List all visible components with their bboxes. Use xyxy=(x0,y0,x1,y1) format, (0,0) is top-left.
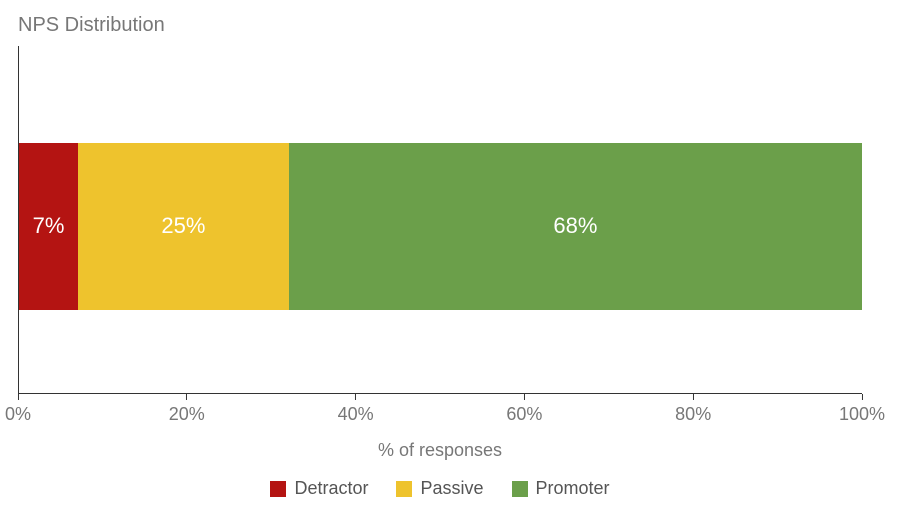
x-tick-label: 60% xyxy=(506,404,542,425)
nps-chart: NPS Distribution 7% 25% 68% 0% 20% 40% 6… xyxy=(0,0,903,527)
bar-segment-passive: 25% xyxy=(78,143,289,310)
legend-swatch-detractor xyxy=(270,481,286,497)
x-tick-0: 0% xyxy=(5,394,31,425)
legend-item-promoter: Promoter xyxy=(512,478,610,499)
legend: Detractor Passive Promoter xyxy=(18,478,862,499)
x-tick-label: 0% xyxy=(5,404,31,425)
legend-swatch-promoter xyxy=(512,481,528,497)
x-tick-mark xyxy=(693,394,694,400)
legend-label: Passive xyxy=(420,478,483,499)
legend-item-detractor: Detractor xyxy=(270,478,368,499)
x-tick-label: 20% xyxy=(169,404,205,425)
x-tick-4: 80% xyxy=(675,394,711,425)
chart-title: NPS Distribution xyxy=(18,14,165,37)
x-axis-label: % of responses xyxy=(18,440,862,461)
x-tick-mark xyxy=(524,394,525,400)
plot-area: 7% 25% 68% xyxy=(18,46,862,394)
stacked-bar: 7% 25% 68% xyxy=(19,143,862,310)
legend-label: Detractor xyxy=(294,478,368,499)
x-tick-mark xyxy=(861,394,862,400)
x-tick-mark xyxy=(186,394,187,400)
bar-segment-promoter: 68% xyxy=(289,143,862,310)
x-tick-3: 60% xyxy=(506,394,542,425)
legend-item-passive: Passive xyxy=(396,478,483,499)
x-tick-mark xyxy=(17,394,18,400)
x-tick-2: 40% xyxy=(338,394,374,425)
x-tick-1: 20% xyxy=(169,394,205,425)
x-tick-label: 80% xyxy=(675,404,711,425)
bar-segment-detractor: 7% xyxy=(19,143,78,310)
legend-swatch-passive xyxy=(396,481,412,497)
x-tick-label: 100% xyxy=(839,404,885,425)
x-tick-mark xyxy=(355,394,356,400)
x-tick-5: 100% xyxy=(839,394,885,425)
x-tick-label: 40% xyxy=(338,404,374,425)
legend-label: Promoter xyxy=(536,478,610,499)
